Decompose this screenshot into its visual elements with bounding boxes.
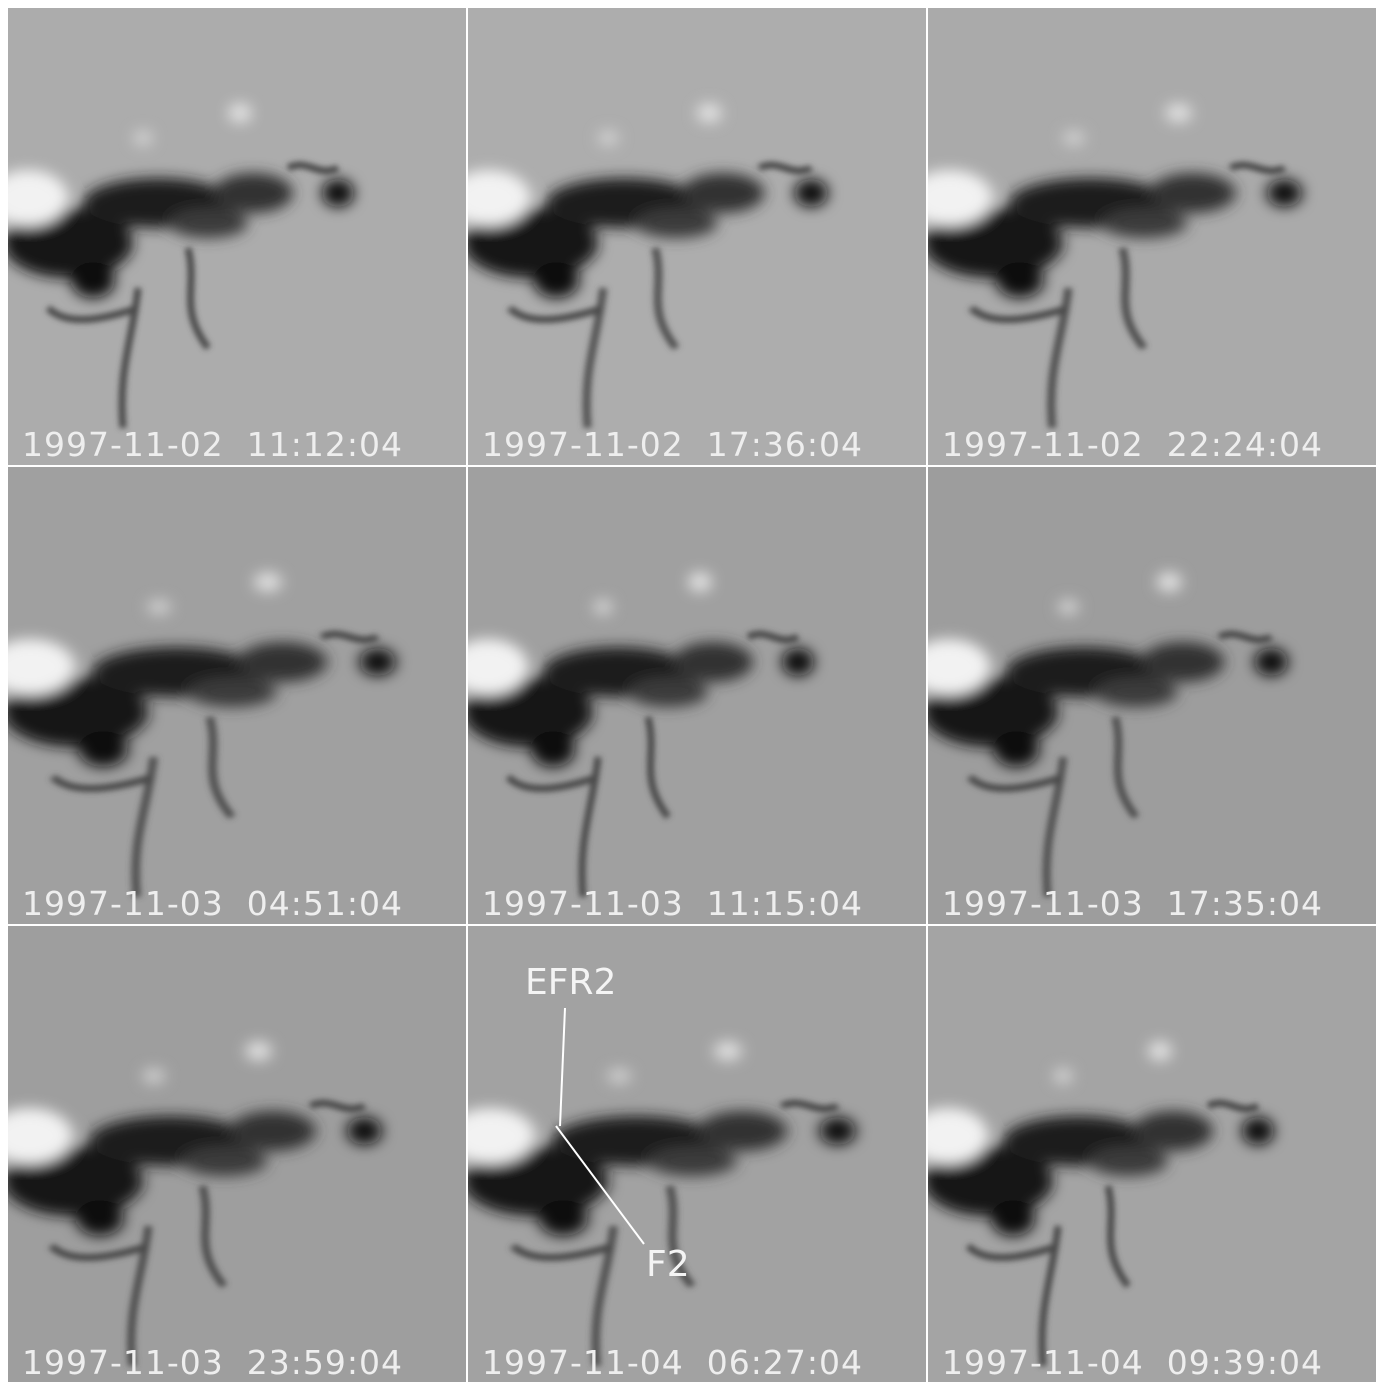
magnetogram: [8, 467, 466, 924]
magnetogram: [928, 926, 1376, 1382]
panel-label: 1997-11-03 17:35:04: [942, 884, 1323, 923]
panel: 1997-11-02 17:36:04: [468, 8, 926, 465]
magnetogram: [8, 8, 466, 465]
panel-label: 1997-11-03 23:59:04: [22, 1343, 403, 1382]
panel: 1997-11-04 09:39:04: [928, 926, 1376, 1382]
annotation: F2: [646, 1244, 690, 1285]
panel: 1997-11-03 23:59:04: [8, 926, 466, 1382]
magnetogram: [468, 467, 926, 924]
panel-label: 1997-11-03 11:15:04: [482, 884, 863, 923]
annotation: EFR2: [525, 962, 616, 1003]
panel-label: 1997-11-04 06:27:04: [482, 1343, 863, 1382]
magnetogram: [928, 8, 1376, 465]
panel: 1997-11-03 04:51:04: [8, 467, 466, 924]
magnetogram: [468, 8, 926, 465]
magnetogram: [8, 926, 466, 1382]
panel-label: 1997-11-02 11:12:04: [22, 425, 403, 464]
pointer-line: [559, 1007, 566, 1127]
panel: 1997-11-02 22:24:04: [928, 8, 1376, 465]
panel-label: 1997-11-03 04:51:04: [22, 884, 403, 923]
panel: 1997-11-02 11:12:04: [8, 8, 466, 465]
pointer-line: [555, 1125, 645, 1245]
magnetogram: [468, 926, 926, 1382]
panel-label: 1997-11-02 22:24:04: [942, 425, 1323, 464]
panel: 1997-11-03 17:35:04: [928, 467, 1376, 924]
panel: 1997-11-04 06:27:04 EFR2 F2: [468, 926, 926, 1382]
panel-label: 1997-11-04 09:39:04: [942, 1343, 1323, 1382]
panel: 1997-11-03 11:15:04: [468, 467, 926, 924]
magnetogram: [928, 467, 1376, 924]
panel-label: 1997-11-02 17:36:04: [482, 425, 863, 464]
